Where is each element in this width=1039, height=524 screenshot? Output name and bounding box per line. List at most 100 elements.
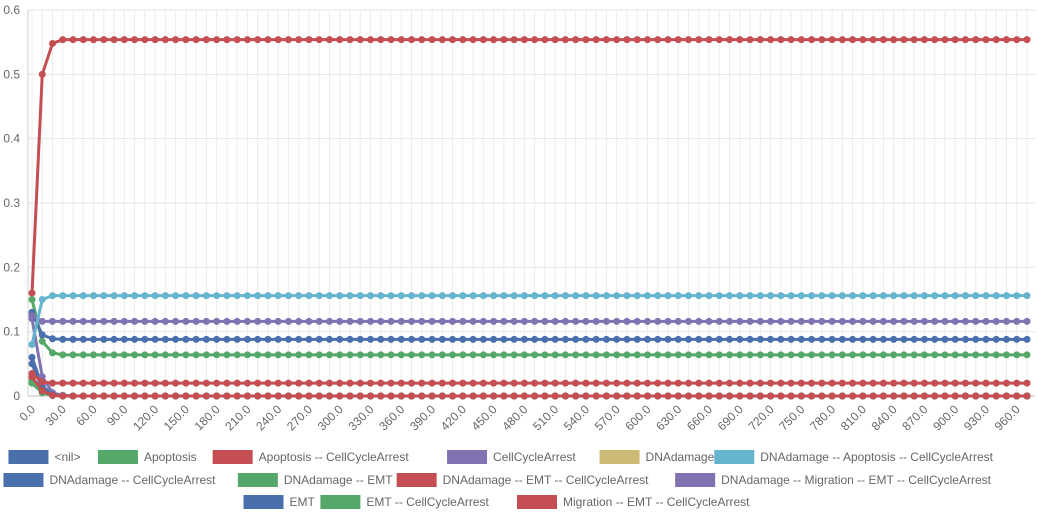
data-point[interactable]	[818, 392, 826, 400]
data-point[interactable]	[120, 351, 128, 359]
data-point[interactable]	[808, 292, 816, 300]
data-point[interactable]	[356, 292, 364, 300]
data-point[interactable]	[264, 335, 272, 343]
data-point[interactable]	[879, 392, 887, 400]
data-point[interactable]	[582, 351, 590, 359]
data-point[interactable]	[459, 335, 467, 343]
data-point[interactable]	[28, 360, 36, 368]
data-point[interactable]	[315, 351, 323, 359]
data-point[interactable]	[490, 335, 498, 343]
data-point[interactable]	[49, 335, 57, 343]
data-point[interactable]	[613, 379, 621, 387]
data-point[interactable]	[613, 392, 621, 400]
data-point[interactable]	[941, 292, 949, 300]
data-point[interactable]	[459, 351, 467, 359]
data-point[interactable]	[849, 379, 857, 387]
data-point[interactable]	[664, 335, 672, 343]
data-point[interactable]	[213, 335, 221, 343]
data-point[interactable]	[172, 36, 180, 44]
data-point[interactable]	[520, 392, 528, 400]
data-point[interactable]	[961, 335, 969, 343]
data-point[interactable]	[438, 379, 446, 387]
data-point[interactable]	[1023, 392, 1031, 400]
data-point[interactable]	[951, 392, 959, 400]
data-point[interactable]	[869, 392, 877, 400]
data-point[interactable]	[982, 317, 990, 325]
data-point[interactable]	[982, 335, 990, 343]
data-point[interactable]	[808, 392, 816, 400]
legend-item[interactable]: Apoptosis -- CellCycleArrest	[212, 450, 410, 464]
data-point[interactable]	[202, 36, 210, 44]
data-point[interactable]	[449, 351, 457, 359]
data-point[interactable]	[69, 335, 77, 343]
data-point[interactable]	[828, 379, 836, 387]
data-point[interactable]	[797, 292, 805, 300]
data-point[interactable]	[910, 36, 918, 44]
data-point[interactable]	[438, 292, 446, 300]
legend-item[interactable]: DNAdamage -- Apoptosis -- CellCycleArres…	[714, 450, 994, 464]
data-point[interactable]	[223, 36, 231, 44]
legend-item[interactable]: DNAdamage -- EMT	[237, 473, 393, 487]
data-point[interactable]	[295, 36, 303, 44]
data-point[interactable]	[726, 292, 734, 300]
data-point[interactable]	[510, 292, 518, 300]
data-point[interactable]	[520, 36, 528, 44]
data-point[interactable]	[1023, 36, 1031, 44]
data-point[interactable]	[233, 392, 241, 400]
data-point[interactable]	[623, 292, 631, 300]
data-point[interactable]	[818, 317, 826, 325]
data-point[interactable]	[1013, 317, 1021, 325]
data-point[interactable]	[490, 317, 498, 325]
data-point[interactable]	[715, 379, 723, 387]
data-point[interactable]	[941, 317, 949, 325]
data-point[interactable]	[684, 317, 692, 325]
data-point[interactable]	[284, 379, 292, 387]
data-point[interactable]	[418, 292, 426, 300]
data-point[interactable]	[325, 317, 333, 325]
data-point[interactable]	[79, 379, 87, 387]
data-point[interactable]	[110, 379, 118, 387]
data-point[interactable]	[172, 351, 180, 359]
data-point[interactable]	[756, 392, 764, 400]
data-point[interactable]	[879, 335, 887, 343]
data-point[interactable]	[520, 351, 528, 359]
data-point[interactable]	[849, 292, 857, 300]
data-point[interactable]	[79, 335, 87, 343]
data-point[interactable]	[202, 335, 210, 343]
data-point[interactable]	[182, 351, 190, 359]
data-point[interactable]	[243, 317, 251, 325]
data-point[interactable]	[479, 292, 487, 300]
data-point[interactable]	[233, 292, 241, 300]
data-point[interactable]	[182, 36, 190, 44]
data-point[interactable]	[449, 379, 457, 387]
data-point[interactable]	[818, 351, 826, 359]
data-point[interactable]	[274, 36, 282, 44]
data-point[interactable]	[59, 292, 67, 300]
data-point[interactable]	[325, 292, 333, 300]
data-point[interactable]	[469, 392, 477, 400]
data-point[interactable]	[500, 317, 508, 325]
data-point[interactable]	[879, 292, 887, 300]
data-point[interactable]	[161, 392, 169, 400]
data-point[interactable]	[438, 36, 446, 44]
data-point[interactable]	[664, 292, 672, 300]
data-point[interactable]	[79, 317, 87, 325]
data-point[interactable]	[746, 351, 754, 359]
data-point[interactable]	[356, 351, 364, 359]
data-point[interactable]	[213, 317, 221, 325]
data-point[interactable]	[79, 292, 87, 300]
data-point[interactable]	[726, 392, 734, 400]
data-point[interactable]	[961, 379, 969, 387]
data-point[interactable]	[182, 379, 190, 387]
data-point[interactable]	[151, 379, 159, 387]
data-point[interactable]	[992, 292, 1000, 300]
data-point[interactable]	[100, 379, 108, 387]
data-point[interactable]	[582, 317, 590, 325]
data-point[interactable]	[582, 292, 590, 300]
data-point[interactable]	[325, 335, 333, 343]
data-point[interactable]	[602, 36, 610, 44]
data-point[interactable]	[490, 36, 498, 44]
data-point[interactable]	[777, 292, 785, 300]
legend-item[interactable]: <nil>	[8, 450, 80, 464]
data-point[interactable]	[643, 335, 651, 343]
